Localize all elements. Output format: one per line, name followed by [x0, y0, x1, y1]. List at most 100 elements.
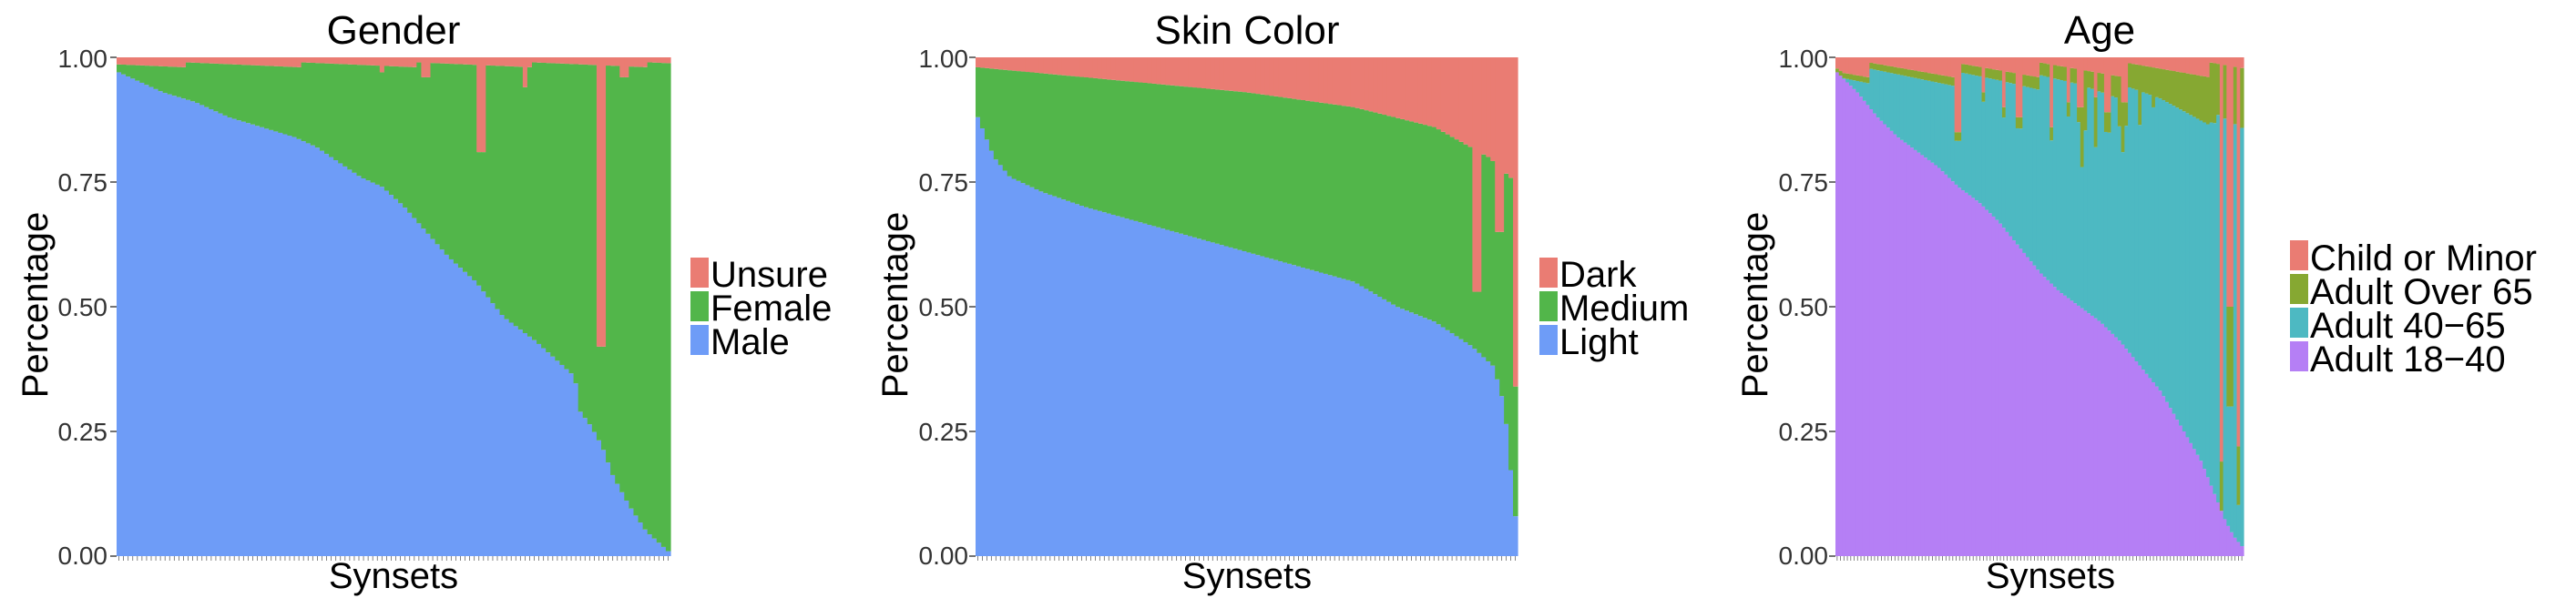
bar-segment: [2240, 67, 2244, 128]
bar-segment: [481, 291, 486, 556]
bar-segment: [1449, 57, 1456, 137]
bar-segment: [434, 63, 441, 245]
bar-segment: [1477, 291, 1482, 353]
bar-segment: [629, 66, 635, 509]
bar-segment: [1859, 57, 1864, 76]
bar-segment: [1903, 76, 1907, 143]
bar-segment: [1405, 120, 1410, 311]
bar-segment: [2148, 95, 2152, 379]
bar-segment: [526, 336, 533, 556]
bar-segment: [1350, 281, 1356, 556]
bar-segment: [2148, 57, 2152, 67]
bar-segment: [2199, 120, 2203, 461]
bar-segment: [1237, 91, 1243, 250]
bar-segment: [1920, 71, 1925, 80]
chart-title: Gender: [327, 8, 461, 53]
bar-segment: [2032, 265, 2037, 556]
bar-segment: [2005, 231, 2009, 556]
bar-segment: [186, 99, 191, 556]
bar-segment: [1845, 73, 1850, 79]
bar-segment: [2101, 57, 2105, 74]
bar-segment: [1950, 57, 1956, 77]
bar-segment: [1183, 57, 1189, 87]
bar-segment: [1950, 76, 1956, 86]
bar-segment: [2142, 92, 2146, 370]
bar-segment: [1930, 57, 1935, 74]
bar-segment: [2012, 240, 2017, 556]
bar-segment: [1016, 180, 1022, 557]
bar-segment: [1192, 87, 1198, 238]
bar-segment: [633, 515, 639, 556]
bar-segment: [647, 62, 653, 535]
bar-segment: [619, 76, 625, 492]
bar-segment: [1458, 339, 1465, 556]
bar-segment: [1165, 57, 1170, 86]
bar-segment: [1373, 112, 1378, 295]
bar-segment: [1070, 57, 1076, 76]
bar-segment: [2240, 127, 2244, 547]
bar-segment: [1395, 57, 1401, 118]
bar-segment: [1395, 307, 1401, 556]
bar-segment: [2124, 126, 2129, 350]
bar-segment: [1332, 57, 1338, 105]
bar-segment: [2223, 57, 2227, 66]
bar-segment: [2001, 57, 2007, 107]
bar-segment: [2056, 66, 2060, 80]
bar-segment: [1174, 232, 1180, 556]
bar-segment: [997, 165, 1004, 556]
bar-segment: [1309, 101, 1315, 270]
bar-segment: [2066, 116, 2071, 299]
bar-segment: [1119, 57, 1126, 81]
bar-segment: [1119, 80, 1126, 218]
bar-segment: [2060, 66, 2064, 81]
bar-segment: [1296, 266, 1302, 556]
bar-segment: [2052, 78, 2058, 288]
bar-segment: [1314, 102, 1320, 272]
bar-segment: [1954, 57, 1958, 133]
bar-segment: [1971, 198, 1976, 557]
bar-segment: [559, 63, 566, 365]
bar-segment: [1873, 69, 1877, 114]
bar-segment: [2121, 344, 2125, 556]
x-axis-label: Synsets: [1986, 556, 2115, 596]
bar-segment: [383, 57, 390, 66]
bar-segment: [1323, 273, 1329, 556]
bar-segment: [1971, 66, 1976, 76]
bar-segment: [1359, 286, 1365, 556]
bar-segment: [255, 57, 261, 66]
bar-segment: [2158, 57, 2162, 69]
bar-segment: [388, 195, 394, 556]
bar-segment: [407, 57, 413, 67]
bar-segment: [158, 66, 164, 92]
legend-label: Female: [710, 289, 832, 329]
bar-segment: [2205, 124, 2211, 478]
bar-segment: [1115, 57, 1121, 81]
bar-segment: [255, 65, 261, 127]
bar-segment: [2022, 86, 2027, 253]
bar-segment: [1873, 57, 1877, 64]
legend-label: Adult 40−65: [2310, 306, 2506, 346]
bar-segment: [305, 57, 312, 63]
bar-segment: [296, 138, 302, 557]
bar-segment: [1873, 113, 1877, 556]
bar-segment: [1260, 256, 1265, 556]
bar-segment: [416, 57, 422, 63]
bar-segment: [222, 57, 229, 65]
bar-segment: [2168, 57, 2173, 71]
bar-segment: [1838, 71, 1844, 76]
bar-segment: [365, 180, 372, 557]
bar-segment: [2090, 71, 2095, 89]
bar-segment: [383, 66, 390, 191]
bar-segment: [314, 57, 321, 64]
bar-segment: [1513, 516, 1518, 556]
bar-segment: [1440, 57, 1446, 132]
bar-segment: [144, 85, 150, 556]
bar-segment: [1138, 222, 1144, 556]
bar-segment: [2009, 57, 2013, 73]
bar-segment: [499, 66, 506, 316]
bar-segment: [2114, 97, 2119, 338]
bar-segment: [2111, 75, 2115, 96]
bar-segment: [162, 66, 169, 94]
bar-segment: [1246, 252, 1252, 556]
bar-segment: [2117, 126, 2122, 341]
